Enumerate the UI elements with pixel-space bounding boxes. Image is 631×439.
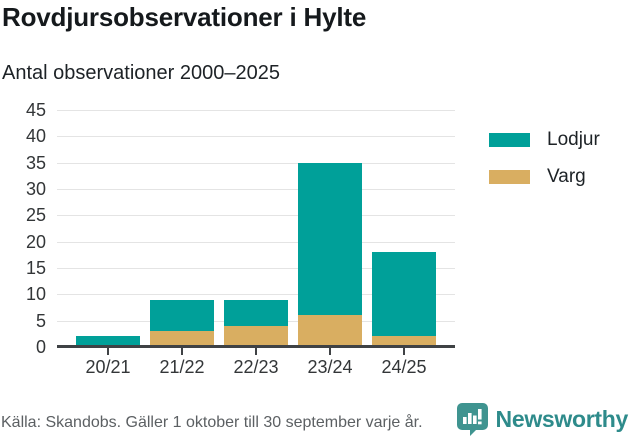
y-tick-label-5: 5: [35, 310, 46, 331]
source-note: Källa: Skandobs. Gäller 1 oktober till 3…: [1, 414, 423, 431]
y-tick-label-35: 35: [25, 152, 46, 173]
gridline-45: [57, 110, 455, 111]
gridline-25: [57, 215, 455, 217]
y-tick-label-10: 10: [25, 284, 46, 305]
gridline-40: [57, 136, 455, 138]
gridline-10: [57, 294, 455, 296]
bar-24-25-lodjur: [372, 252, 436, 337]
bar-22-23-varg: [224, 325, 288, 347]
bar-23-24-varg: [298, 315, 362, 347]
x-tick-21-22: [181, 348, 183, 355]
x-tick-label-23-24: 23/24: [307, 357, 353, 377]
chart-title: Rovdjursobservationer i Hylte: [2, 2, 367, 32]
bar-23-24-lodjur: [298, 162, 362, 316]
x-tick-24-25: [403, 348, 405, 355]
x-tick-23-24: [329, 348, 331, 355]
x-tick-20-21: [107, 348, 109, 355]
bar-21-22-lodjur: [150, 299, 214, 332]
x-tick-label-22-23: 22/23: [233, 357, 279, 377]
plot-area: [57, 110, 455, 347]
x-tick-label-20-21: 20/21: [85, 357, 131, 377]
legend-swatch-lodjur: [489, 133, 530, 147]
y-tick-label-30: 30: [25, 179, 46, 199]
gridline-35: [57, 162, 455, 164]
bar-20-21-lodjur: [76, 336, 140, 347]
y-tick-label-45: 45: [25, 100, 46, 120]
legend-swatch-varg: [489, 170, 530, 184]
bar-chart-speech-bubble-icon: [456, 403, 488, 436]
bar-22-23-lodjur: [224, 299, 288, 326]
brand-logo: Newsworthy: [456, 402, 628, 436]
gridline-20: [57, 241, 455, 243]
legend-item-varg: Varg: [489, 166, 600, 188]
legend-label-lodjur: Lodjur: [547, 129, 600, 150]
y-tick-label-25: 25: [25, 205, 46, 226]
bar-21-22-varg: [150, 331, 214, 347]
x-tick-22-23: [255, 348, 257, 355]
x-axis-line: [57, 345, 455, 348]
legend-item-lodjur: Lodjur: [489, 129, 600, 151]
y-tick-label-20: 20: [25, 231, 46, 252]
bar-24-25-varg: [372, 336, 436, 347]
legend-label-varg: Varg: [547, 166, 586, 187]
x-tick-label-21-22: 21/22: [159, 357, 205, 377]
y-tick-label-0: 0: [35, 337, 46, 357]
chart-legend: Lodjur Varg: [489, 129, 600, 203]
chart-subtitle: Antal observationer 2000–2025: [2, 62, 280, 84]
x-tick-label-24-25: 24/25: [381, 357, 427, 377]
gridline-30: [57, 189, 455, 190]
gridline-15: [57, 268, 455, 269]
brand-name: Newsworthy: [495, 405, 629, 432]
y-tick-label-40: 40: [25, 126, 46, 147]
y-tick-label-15: 15: [25, 258, 46, 278]
